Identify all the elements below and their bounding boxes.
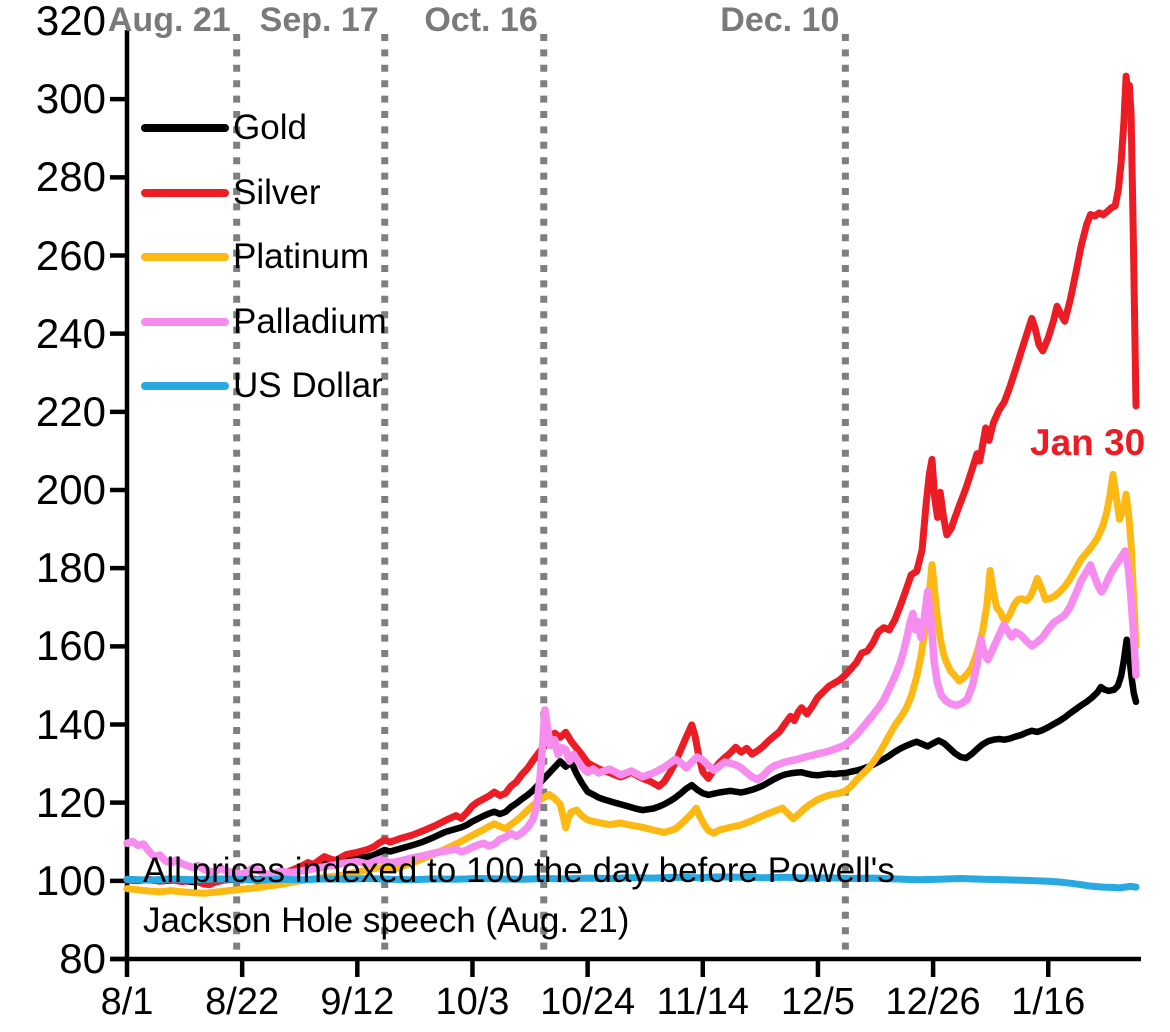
legend-item-us-dollar: US Dollar [141, 354, 387, 419]
series-line-platinum [123, 470, 1140, 897]
legend-item-gold: Gold [141, 96, 387, 161]
y-axis-label-80: 80 [59, 935, 106, 982]
y-axis-label-180: 180 [35, 544, 106, 592]
y-axis-label-100: 100 [35, 856, 106, 904]
y-axis-label-140: 140 [35, 700, 106, 748]
legend-label-silver: Silver [233, 172, 321, 212]
y-axis-label-300: 300 [35, 75, 106, 123]
x-axis-label-1-16: 1/16 [1011, 981, 1086, 1023]
legend-swatch-us-dollar-icon [141, 382, 229, 391]
y-axis-label-320: 320 [35, 0, 106, 44]
legend-swatch-platinum-icon [141, 253, 229, 262]
legend-label-palladium: Palladium [233, 301, 387, 341]
event-label-dec-10: Dec. 10 [720, 1, 840, 39]
x-axis-label-11-14: 11/14 [656, 981, 749, 1023]
legend-label-platinum: Platinum [233, 237, 370, 277]
x-axis-label-12-5: 12/5 [780, 981, 855, 1023]
series-line-us-dollar [123, 873, 1140, 892]
y-axis-label-260: 260 [35, 231, 106, 279]
event-label-aug-21: Aug. 21 [107, 1, 231, 39]
x-axis-label-12-26: 12/26 [885, 981, 981, 1023]
index-annotation-line1: All prices indexed to 100 the day before… [143, 851, 895, 890]
x-axis-label-10-24: 10/24 [540, 981, 636, 1023]
event-label-oct-16: Oct. 16 [424, 1, 538, 39]
series-line-silver [123, 72, 1140, 889]
legend-label-gold: Gold [233, 108, 307, 148]
y-axis-label-280: 280 [35, 153, 106, 201]
x-axis-label-9-12: 9/12 [320, 981, 395, 1023]
legend-item-platinum: Platinum [141, 225, 387, 290]
y-axis-label-120: 120 [35, 778, 106, 826]
index-annotation-line2: Jackson Hole speech (Aug. 21) [143, 901, 630, 940]
legend: Gold Silver Platinum Palladium US Dollar [141, 96, 387, 419]
event-label-sep-17: Sep. 17 [259, 1, 379, 39]
legend-swatch-gold-icon [141, 124, 229, 133]
legend-item-palladium: Palladium [141, 290, 387, 355]
y-axis-label-220: 220 [35, 387, 106, 435]
x-axis-label-10-3: 10/3 [435, 981, 510, 1023]
y-axis-label-240: 240 [35, 309, 106, 357]
x-axis-label-8-1: 8/1 [100, 981, 154, 1023]
peak-annotation-jan-30: Jan 30 [1030, 422, 1146, 463]
legend-label-us-dollar: US Dollar [233, 366, 383, 406]
legend-item-silver: Silver [141, 161, 387, 226]
series-line-palladium [123, 547, 1140, 879]
legend-swatch-silver-icon [141, 188, 229, 197]
y-axis-label-200: 200 [35, 466, 106, 513]
series-line-gold [123, 636, 1140, 886]
y-axis-label-160: 160 [35, 622, 106, 670]
legend-swatch-palladium-icon [141, 317, 229, 326]
x-axis-label-8-22: 8/22 [205, 981, 280, 1023]
